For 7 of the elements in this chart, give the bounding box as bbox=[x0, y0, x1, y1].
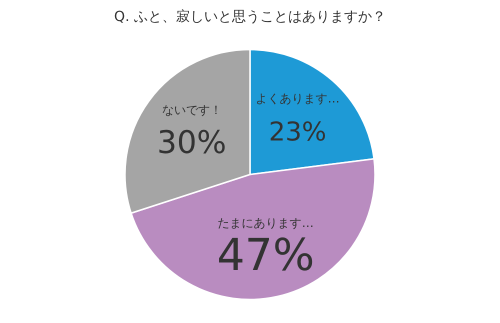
data-label: 30% bbox=[157, 125, 226, 162]
data-label: 47% bbox=[216, 230, 315, 281]
slice-label: ないです！ bbox=[162, 103, 222, 118]
slice-label: よくあります… bbox=[256, 91, 340, 106]
slice-label: たまにあります… bbox=[218, 216, 314, 230]
data-label: 23% bbox=[268, 117, 327, 148]
chart-title: Q. ふと、寂しいと思うことはありますか？ bbox=[114, 9, 386, 25]
